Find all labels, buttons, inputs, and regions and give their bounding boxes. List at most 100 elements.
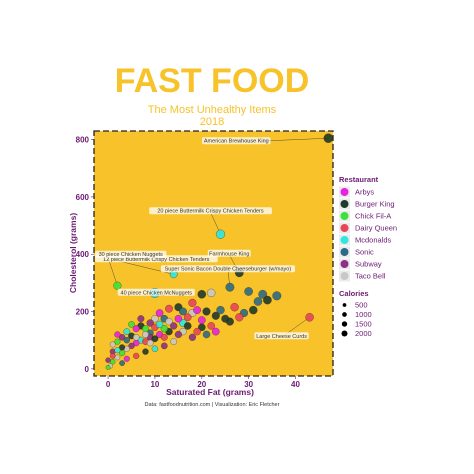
chart-title: FAST FOOD xyxy=(115,62,310,100)
scatter-point xyxy=(225,282,235,292)
scatter-point xyxy=(183,313,192,322)
scatter-point xyxy=(174,314,183,323)
scatter-point xyxy=(123,328,131,335)
scatter-point xyxy=(198,323,206,332)
legend: Restaurant Arbys Burger King Chick Fil-A Da… xyxy=(339,175,397,338)
scatter-point xyxy=(113,281,122,290)
scatter-point xyxy=(114,331,121,338)
scatter-point xyxy=(110,359,116,365)
legend-swatch-arbys xyxy=(340,188,349,196)
legend-swatch-dairy-queen xyxy=(340,224,349,232)
scatter-point xyxy=(188,333,196,341)
annotation-box xyxy=(95,250,167,258)
annotation-label: Large Cheese Curds xyxy=(256,334,307,340)
scatter-point xyxy=(119,344,126,351)
scatter-point xyxy=(151,345,159,353)
legend-swatch-subway xyxy=(340,260,349,268)
scatter-point xyxy=(207,288,216,298)
legend-size-swatch xyxy=(341,330,348,337)
y-axis-label: Cholesterol (grams) xyxy=(68,213,78,293)
scatter-point xyxy=(272,291,282,301)
scatter-point xyxy=(197,316,206,324)
legend-swatch-taco-bell xyxy=(340,272,349,280)
scatter-point xyxy=(156,320,164,328)
annotation-label: Super Sonic Bacon Double Cheeseburger (w… xyxy=(165,267,292,273)
legend-size-label: 500 xyxy=(355,301,368,310)
scatter-point xyxy=(202,330,211,339)
x-tick-label: 20 xyxy=(197,380,206,389)
scatter-point xyxy=(155,309,164,317)
legend-size-label: 2000 xyxy=(355,329,372,338)
legend-label-chick-fil-a: Chick Fil-A xyxy=(355,212,391,221)
annotation-label: Farmhouse King xyxy=(209,251,249,257)
scatter-point xyxy=(215,229,226,239)
annotation-label: American Brewhouse King xyxy=(204,139,269,145)
annotation-box xyxy=(254,332,309,340)
legend-swatch-burger-king xyxy=(340,200,349,208)
chart-caption: Data: fastfoodnutrition.com | Visualizat… xyxy=(145,402,280,408)
legend-size-swatch xyxy=(341,321,348,327)
x-tick-label: 40 xyxy=(291,380,300,389)
x-axis-label: Saturated Fat (grams) xyxy=(166,387,254,397)
scatter-point xyxy=(114,354,121,361)
scatter-point xyxy=(151,315,159,323)
scatter-point xyxy=(216,305,225,315)
scatter-point xyxy=(109,353,116,359)
scatter-point xyxy=(179,307,187,316)
legend-swatch-chick-fil-a xyxy=(340,212,349,220)
scatter-point xyxy=(165,304,173,313)
scatter-point xyxy=(105,357,111,363)
scatter-point xyxy=(305,313,314,322)
scatter-point xyxy=(211,311,220,320)
y-tick-label: 0 xyxy=(85,365,90,374)
chart-year: 2018 xyxy=(200,116,224,128)
annotation-box xyxy=(117,288,195,296)
scatter-point xyxy=(323,133,334,143)
scatter-point xyxy=(174,330,182,339)
scatter-point xyxy=(119,360,125,366)
y-tick-label: 600 xyxy=(76,193,90,202)
annotation-label: 30 piece Chicken Nuggets xyxy=(99,252,163,258)
scatter-point xyxy=(263,295,272,305)
chart-subtitle: The Most Unhealthy Items xyxy=(148,104,277,116)
scatter-point xyxy=(151,335,159,343)
scatter-point xyxy=(137,315,145,323)
scatter-point xyxy=(230,303,239,312)
x-tick-label: 30 xyxy=(244,380,253,389)
label-layer: American Brewhouse King 20 piece Buttermi… xyxy=(95,137,309,340)
scatter-point xyxy=(118,334,126,341)
scatter-point xyxy=(197,290,207,299)
scatter-point xyxy=(193,306,202,315)
scatter-point xyxy=(132,325,140,333)
scatter-point xyxy=(235,313,244,322)
scatter-point xyxy=(249,305,258,315)
scatter-point xyxy=(207,322,215,330)
scatter-point xyxy=(128,342,135,350)
legend-swatch-sonic xyxy=(340,248,349,256)
scatter-point xyxy=(183,322,192,330)
scatter-point xyxy=(142,331,149,338)
scatter-point xyxy=(170,338,178,345)
scatter-point xyxy=(105,365,111,370)
scatter-point xyxy=(114,347,121,354)
scatter-point xyxy=(253,297,263,306)
legend-label-mcdonalds: Mcdonalds xyxy=(355,236,392,245)
scatter-point xyxy=(244,287,253,296)
annotation-box xyxy=(160,265,295,273)
scatter-point xyxy=(132,334,140,341)
scatter-point xyxy=(133,352,140,359)
scatter-point xyxy=(123,337,130,344)
scatter-point xyxy=(160,325,168,333)
legend-size-swatch xyxy=(342,303,347,307)
scatter-point xyxy=(211,327,220,336)
y-tick-label: 800 xyxy=(76,136,90,145)
legend-label-arbys: Arbys xyxy=(355,188,374,197)
scatter-point xyxy=(114,338,121,345)
legend-size-swatch xyxy=(342,312,347,317)
y-tick-label: 400 xyxy=(76,250,90,259)
annotation-label: 40 piece Chicken McNuggets xyxy=(121,290,193,296)
annotation-box xyxy=(202,137,271,145)
legend-color-items: Arbys Burger King Chick Fil-A Dairy Queen Mc… xyxy=(339,186,397,282)
